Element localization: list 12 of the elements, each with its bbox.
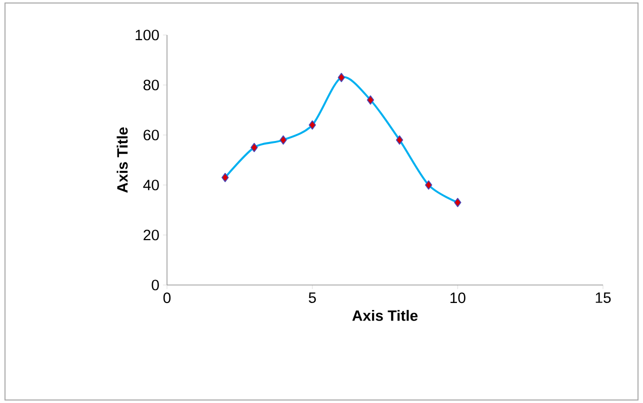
- x-axis-title: Axis Title: [352, 310, 418, 321]
- y-tick-label: 60: [144, 130, 159, 140]
- y-tick-label: 0: [152, 280, 159, 290]
- x-tick-label: 5: [308, 292, 316, 303]
- y-tick-label: 40: [143, 180, 159, 190]
- x-tick-label: 15: [596, 292, 611, 303]
- y-tick-label: 80: [144, 80, 159, 90]
- y-axis-title: Axis Title: [116, 127, 128, 193]
- x-tick-label: 0: [163, 292, 171, 304]
- x-tick-label: 10: [450, 292, 466, 304]
- y-tick-label: 100: [136, 30, 159, 40]
- y-tick-label: 20: [144, 230, 159, 240]
